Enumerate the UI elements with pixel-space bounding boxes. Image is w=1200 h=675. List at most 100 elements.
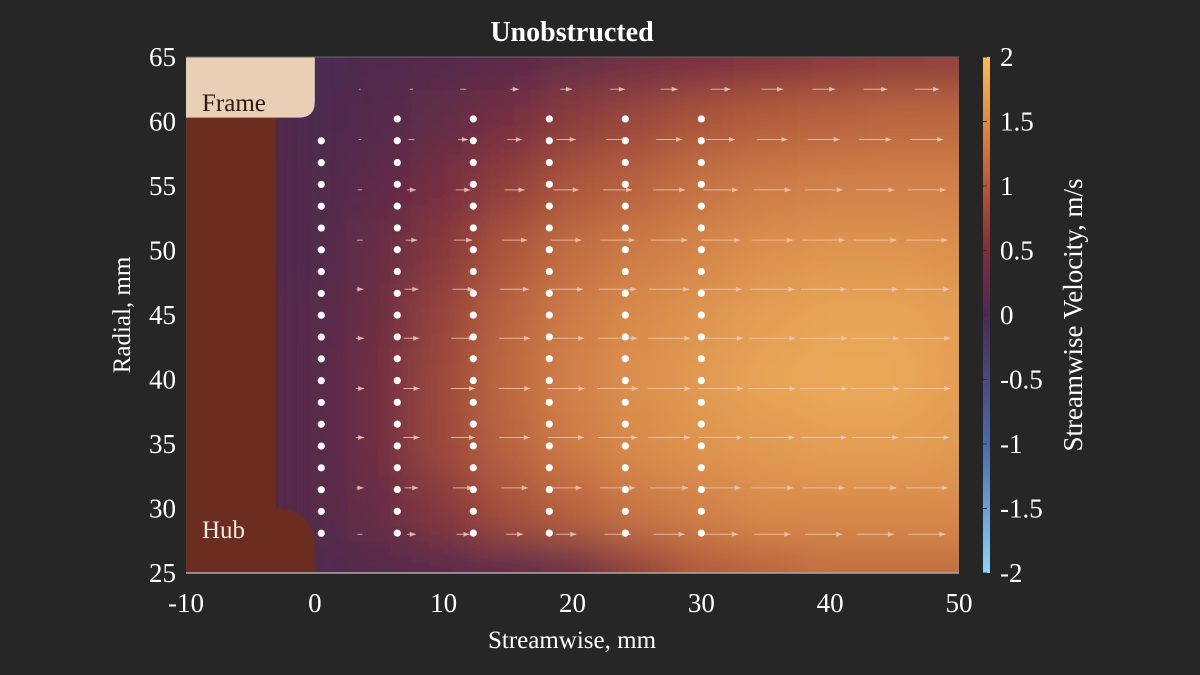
arrow-head	[784, 187, 791, 193]
arrow-head	[683, 286, 690, 292]
measurement-point	[545, 311, 553, 319]
arrow-head	[729, 137, 736, 143]
heatmap-cell	[926, 153, 959, 220]
measurement-point	[317, 246, 325, 254]
velocity-arrow	[501, 485, 528, 491]
measurement-point	[393, 485, 401, 494]
heatmap-cell	[411, 411, 477, 478]
heatmap-cell	[347, 153, 413, 220]
velocity-arrow	[802, 237, 845, 243]
velocity-arrow	[904, 435, 950, 441]
measurement-point	[621, 180, 629, 188]
measurement-point	[621, 333, 629, 341]
y-tick-label: 25	[149, 558, 176, 588]
measurement-point	[621, 137, 629, 145]
measurement-point	[621, 311, 629, 319]
arrow-head	[630, 286, 637, 292]
measurement-point	[469, 311, 477, 319]
heatmap-cell	[282, 282, 349, 349]
arrow-head	[569, 137, 576, 143]
measurement-point	[621, 158, 629, 167]
measurement-point	[621, 507, 629, 515]
colorbar-tick-label: -2	[1000, 558, 1023, 588]
measurement-point	[621, 289, 629, 297]
arrow-head	[941, 485, 948, 491]
arrow-head	[841, 335, 848, 341]
velocity-arrow	[751, 237, 793, 243]
arrow-head	[885, 137, 892, 143]
velocity-arrow	[547, 335, 585, 341]
arrow-head	[684, 386, 691, 392]
velocity-arrow	[556, 137, 576, 143]
arrow-head	[836, 531, 843, 537]
velocity-arrow	[499, 435, 530, 441]
measurement-point	[697, 202, 705, 210]
arrow-head	[732, 187, 739, 193]
measurement-point	[697, 442, 705, 450]
y-tick-label: 30	[149, 494, 176, 524]
measurement-point	[469, 485, 477, 494]
arrow-head	[784, 531, 791, 537]
measurement-point	[393, 376, 401, 385]
heatmap-cell	[604, 153, 671, 220]
velocity-arrow	[555, 531, 577, 537]
heatmap-cell	[282, 347, 349, 413]
heatmap-cell	[604, 347, 671, 413]
heatmap-cell	[733, 476, 799, 542]
arrow-head	[467, 286, 474, 292]
measurement-point	[469, 398, 477, 406]
hub-label: Hub	[202, 517, 245, 544]
measurement-point	[393, 202, 401, 210]
heatmap-cell	[347, 540, 413, 573]
velocity-arrow	[453, 237, 473, 243]
measurement-point	[697, 289, 705, 297]
arrow-head	[731, 531, 738, 537]
heatmap-cell	[926, 347, 959, 413]
measurement-point	[545, 442, 553, 450]
arrow-head	[679, 187, 686, 193]
velocity-arrow	[852, 435, 899, 441]
velocity-arrow	[852, 286, 899, 292]
heatmap-cell	[411, 218, 477, 284]
measurement-point	[317, 464, 325, 472]
velocity-arrow	[404, 286, 419, 292]
measurement-point	[393, 529, 401, 537]
velocity-arrow	[648, 435, 691, 441]
velocity-arrow	[548, 435, 585, 441]
measurement-point	[621, 224, 629, 232]
velocity-arrow	[450, 386, 476, 392]
measurement-point	[469, 267, 477, 276]
velocity-arrow	[761, 86, 784, 92]
heatmap-cell	[282, 411, 349, 478]
heatmap-cell	[797, 153, 864, 220]
colorbar-tick-label: -1.5	[1000, 494, 1043, 524]
arrow-head	[412, 485, 419, 491]
heatmap-cell	[604, 282, 671, 349]
measurement-point	[621, 529, 629, 537]
arrow-head	[736, 335, 743, 341]
arrow-head	[565, 86, 572, 92]
arrow-head	[933, 86, 940, 92]
arrow-head	[881, 86, 888, 92]
measurement-point	[469, 180, 477, 188]
colorbar-tick-label: 2	[1000, 42, 1014, 72]
arrow-head	[575, 237, 582, 243]
measurement-point	[545, 180, 553, 188]
measurement-point	[469, 376, 477, 385]
measurement-point	[545, 376, 553, 385]
velocity-arrow	[907, 187, 946, 193]
velocity-arrow	[863, 86, 888, 92]
heatmap-cell	[862, 218, 928, 284]
measurement-point	[393, 246, 401, 254]
arrow-head	[572, 187, 579, 193]
velocity-arrow	[854, 485, 897, 491]
velocity-arrow	[403, 386, 420, 392]
measurement-point	[697, 311, 705, 319]
heatmap-cell	[347, 89, 413, 155]
arrow-head	[684, 335, 691, 341]
arrow-head	[357, 335, 364, 341]
heatmap-cell	[540, 89, 606, 155]
velocity-arrow	[800, 286, 847, 292]
velocity-arrow	[706, 137, 736, 143]
arrow-head	[631, 335, 638, 341]
